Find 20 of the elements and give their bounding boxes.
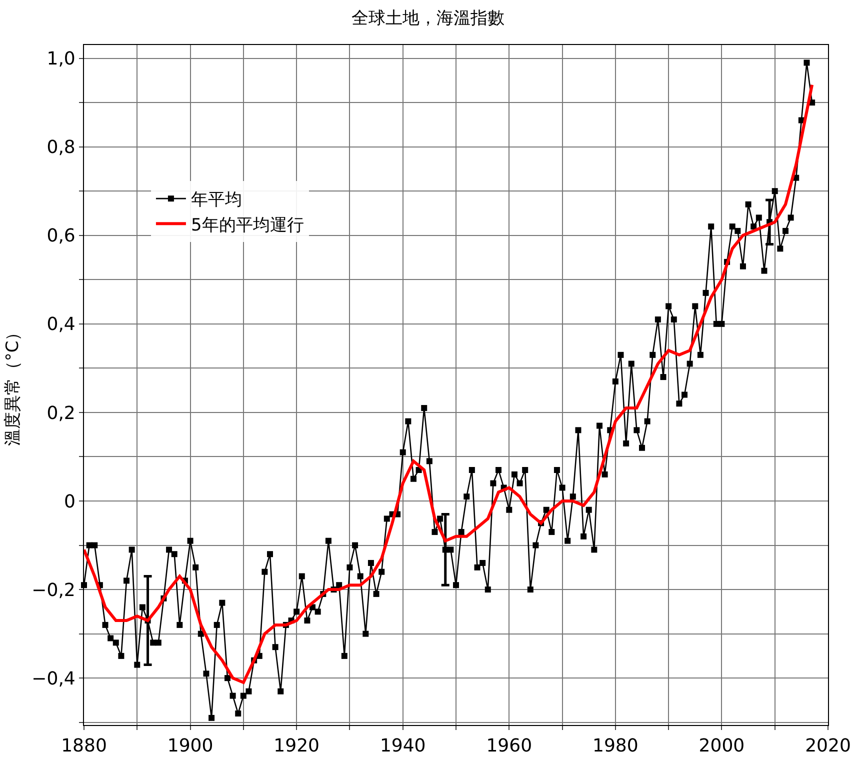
y-tick-label: 0: [64, 491, 76, 512]
legend-label: 5年的平均運行: [190, 215, 304, 236]
y-axis-title: 溫度異常（°C）: [3, 324, 24, 446]
y-tick-label: −0,4: [32, 668, 76, 690]
x-tick-label: 2020: [805, 736, 851, 757]
y-tick-label: −0,2: [32, 580, 76, 601]
x-tick-label: 2000: [698, 736, 745, 757]
x-tick-label: 1900: [167, 736, 214, 757]
y-tick-label: 0,6: [46, 226, 76, 247]
x-tick-label: 1960: [486, 736, 532, 757]
x-tick-label: 1940: [380, 736, 426, 757]
x-tick-label: 1880: [61, 736, 107, 757]
x-tick-label: 1920: [274, 736, 320, 757]
chart-title: 全球土地，海溫指數: [352, 8, 504, 28]
x-tick-label: 1980: [592, 736, 638, 757]
y-tick-label: 0,4: [46, 314, 76, 336]
y-tick-label: 0,8: [46, 137, 76, 158]
legend-label: 年平均: [190, 190, 242, 210]
y-tick-label: 0,2: [46, 402, 76, 424]
y-tick-label: 1,0: [46, 48, 76, 70]
